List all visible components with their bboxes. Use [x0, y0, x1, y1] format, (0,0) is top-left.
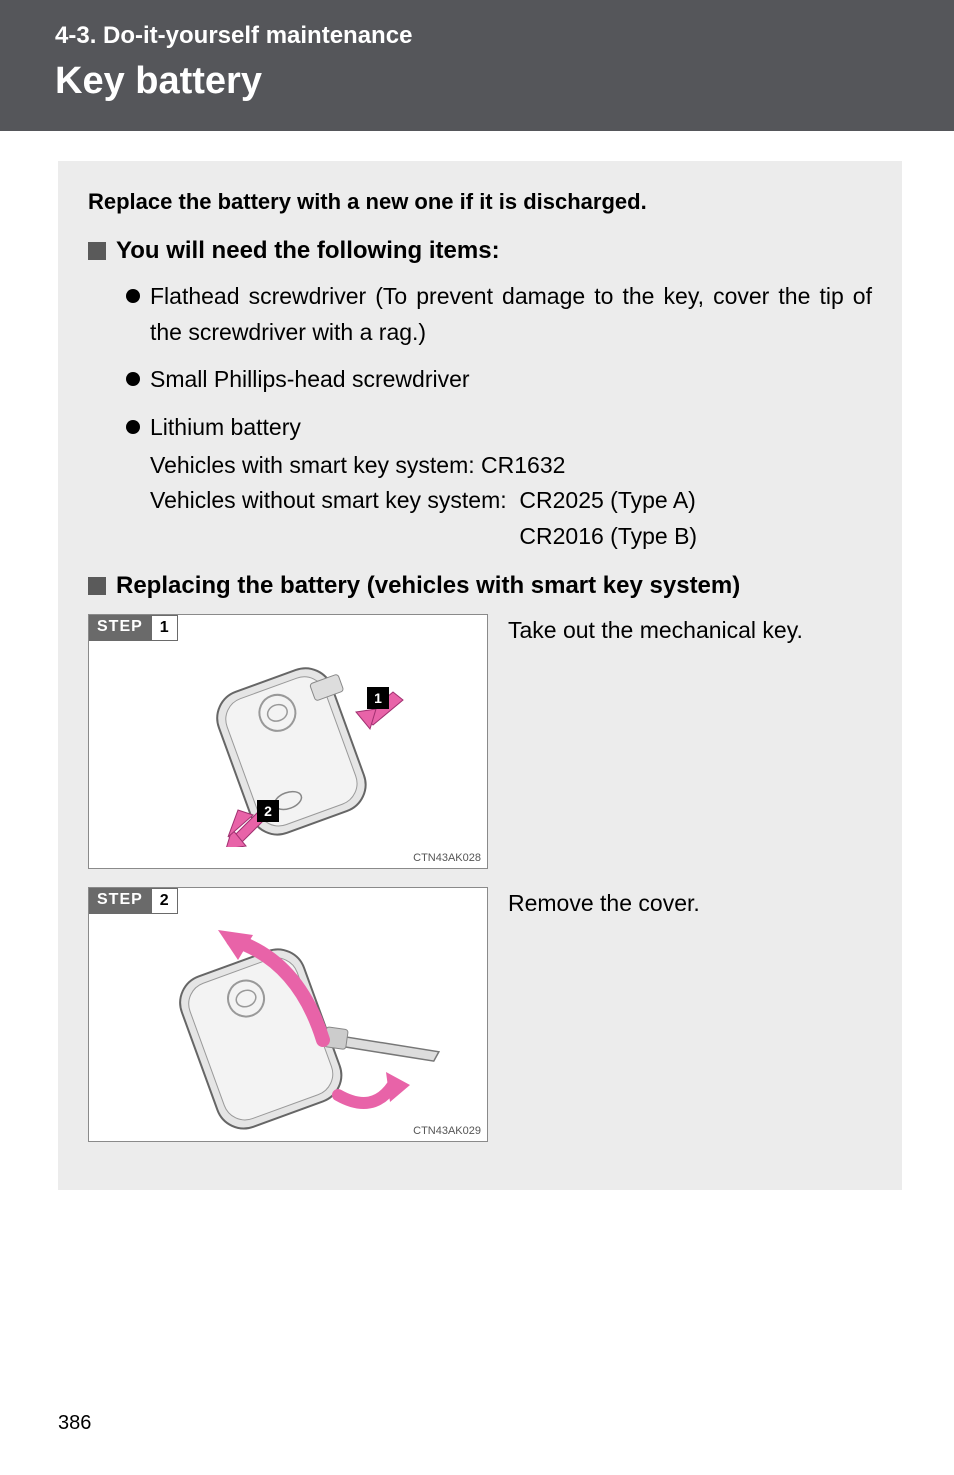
items-heading-text: You will need the following items: — [116, 237, 500, 265]
square-marker-icon — [88, 577, 106, 595]
battery-row-nosmart: Vehicles without smart key system: CR202… — [150, 483, 872, 554]
bullet-text: Flathead screwdriver (To prevent damage … — [150, 279, 872, 350]
bullet-text: Lithium battery — [150, 414, 301, 440]
battery-value-col: CR2025 (Type A) CR2016 (Type B) — [519, 483, 697, 554]
battery-sublines: Vehicles with smart key system: CR1632 V… — [150, 448, 872, 555]
items-heading: You will need the following items: — [88, 237, 872, 265]
list-item: Flathead screwdriver (To prevent damage … — [126, 279, 872, 350]
step-figure-2: STEP 2 CTN43AK02 — [88, 887, 488, 1142]
page-number: 386 — [58, 1412, 91, 1435]
bullet-text: Small Phillips-head screwdriver — [150, 366, 470, 392]
step-row: STEP 2 CTN43AK02 — [88, 887, 872, 1142]
battery-value: CR1632 — [481, 448, 565, 484]
figure-code: CTN43AK029 — [413, 1125, 481, 1137]
step-instruction: Remove the cover. — [508, 887, 700, 919]
items-list: Flathead screwdriver (To prevent damage … — [88, 279, 872, 554]
callout-badge: 2 — [257, 800, 279, 822]
battery-value: CR2016 (Type B) — [519, 519, 697, 555]
figure-code: CTN43AK028 — [413, 852, 481, 864]
content-box: Replace the battery with a new one if it… — [58, 161, 902, 1190]
step-row: STEP 1 — [88, 614, 872, 869]
battery-value: CR2025 (Type A) — [519, 483, 697, 519]
step-instruction: Take out the mechanical key. — [508, 614, 803, 646]
replace-heading: Replacing the battery (vehicles with sma… — [88, 572, 872, 600]
battery-row-smart: Vehicles with smart key system: CR1632 — [150, 448, 872, 484]
section-label: 4-3. Do-it-yourself maintenance — [55, 22, 954, 50]
callout-badge: 1 — [367, 687, 389, 709]
key-fob-illustration — [118, 900, 458, 1130]
intro-text: Replace the battery with a new one if it… — [88, 189, 872, 215]
arrow-icon — [338, 1085, 393, 1103]
square-marker-icon — [88, 242, 106, 260]
page-title: Key battery — [55, 60, 954, 103]
step-figure-1: STEP 1 — [88, 614, 488, 869]
header-bar: 4-3. Do-it-yourself maintenance Key batt… — [0, 0, 954, 131]
replace-heading-text: Replacing the battery (vehicles with sma… — [116, 572, 740, 600]
list-item: Small Phillips-head screwdriver — [126, 362, 872, 398]
key-fob-illustration — [138, 637, 438, 847]
battery-label: Vehicles with smart key system: — [150, 448, 481, 484]
list-item: Lithium battery Vehicles with smart key … — [126, 410, 872, 555]
arrow-head-icon — [386, 1072, 410, 1102]
battery-label: Vehicles without smart key system: — [150, 483, 519, 554]
